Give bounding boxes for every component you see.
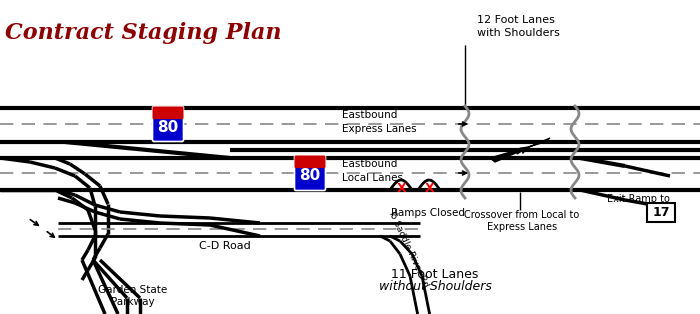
Text: 11 Foot Lanes: 11 Foot Lanes xyxy=(391,268,479,281)
Text: Eastbound
Local Lanes: Eastbound Local Lanes xyxy=(342,160,403,183)
FancyBboxPatch shape xyxy=(153,106,183,119)
Text: C-D Road: C-D Road xyxy=(199,241,251,251)
Text: X: X xyxy=(397,181,407,194)
FancyBboxPatch shape xyxy=(295,155,326,168)
FancyBboxPatch shape xyxy=(647,203,675,222)
FancyBboxPatch shape xyxy=(295,155,326,191)
Text: Contract Staging Plan: Contract Staging Plan xyxy=(5,22,281,44)
Text: 17: 17 xyxy=(652,205,670,219)
Text: To Saddle River Rd: To Saddle River Rd xyxy=(386,208,430,288)
Text: Ramps Closed: Ramps Closed xyxy=(391,208,465,218)
Text: 80: 80 xyxy=(158,120,178,134)
Text: 12 Foot Lanes
with Shoulders: 12 Foot Lanes with Shoulders xyxy=(477,15,560,38)
Text: Exit Ramp to: Exit Ramp to xyxy=(607,194,669,204)
Text: without Shoulders: without Shoulders xyxy=(379,280,491,293)
Text: Garden State
Parkway: Garden State Parkway xyxy=(99,285,167,307)
Text: Crossover from Local to
Express Lanes: Crossover from Local to Express Lanes xyxy=(464,210,580,232)
Text: Eastbound
Express Lanes: Eastbound Express Lanes xyxy=(342,111,416,133)
Text: X: X xyxy=(425,181,435,194)
FancyBboxPatch shape xyxy=(153,106,183,142)
Text: 80: 80 xyxy=(300,169,321,183)
Polygon shape xyxy=(490,138,550,162)
